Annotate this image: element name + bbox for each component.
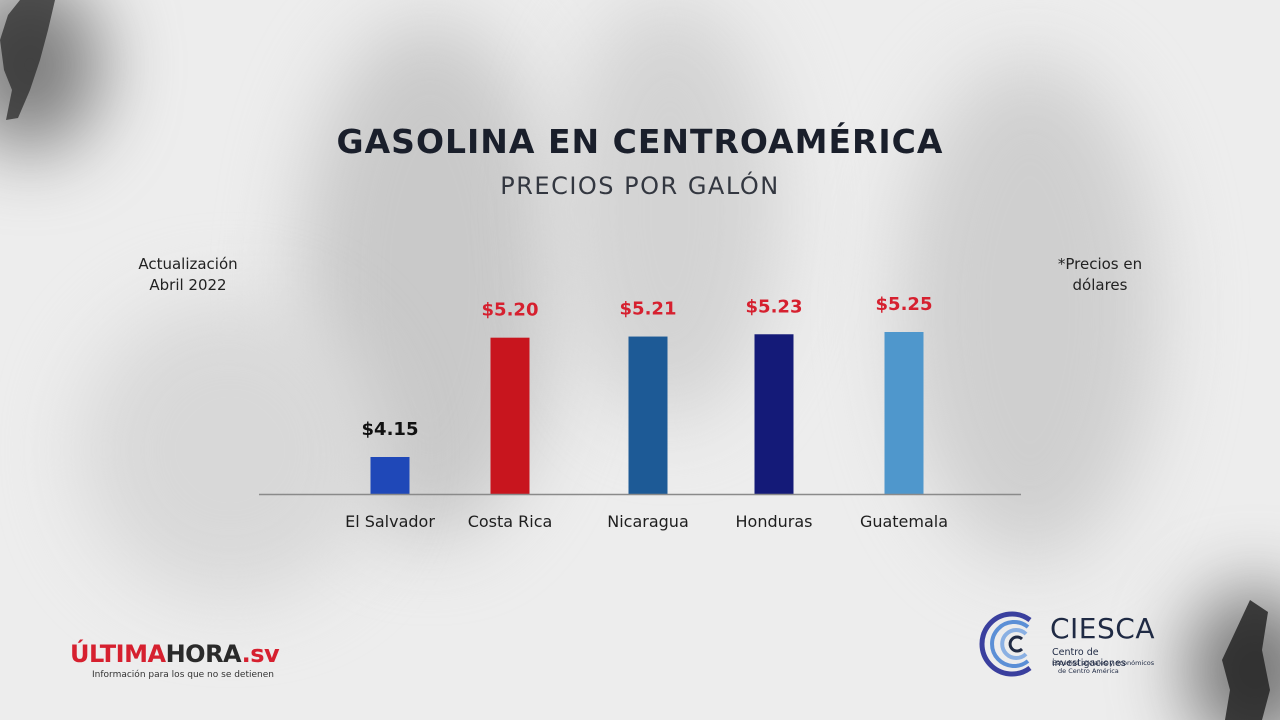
chart-title: GASOLINA EN CENTROAMÉRICA: [336, 122, 944, 161]
ultimahora-logo: ÚLTIMAHORA.sv Información para los que n…: [70, 640, 280, 680]
bar: [490, 337, 530, 494]
ciesca-logo: CIESCA Centro de investigaciones Estudio…: [978, 610, 1168, 678]
bar: [628, 336, 668, 494]
data-label: $5.21: [620, 299, 677, 320]
ultimahora-word-red: ÚLTIMA: [70, 640, 166, 668]
update-note: Actualización Abril 2022: [118, 254, 258, 296]
currency-note-line: *Precios en: [1057, 255, 1143, 273]
ciesca-line: Centro de investigaciones: [1052, 647, 1126, 669]
ciesca-swirl-icon: [979, 611, 1032, 677]
bar: [370, 457, 410, 494]
update-note-line: Actualización: [138, 255, 238, 273]
category-label: Costa Rica: [468, 512, 553, 531]
ultimahora-word-dark: HORA: [165, 640, 243, 668]
data-label: $4.15: [362, 419, 419, 440]
category-label: El Salvador: [345, 512, 435, 531]
update-note-line: Abril 2022: [149, 276, 227, 294]
ultimahora-wordmark: ÚLTIMAHORA.sv: [70, 640, 280, 668]
background-blur: [80, 300, 380, 600]
category-label: Honduras: [736, 512, 813, 531]
background-blur: [900, 60, 1160, 560]
ciesca-line: Estudios sociales y económicos: [1052, 659, 1155, 667]
category-label: Nicaragua: [607, 512, 689, 531]
person-silhouette-bottom-right: [1222, 600, 1270, 720]
ultimahora-domain: .sv: [241, 640, 280, 668]
ultimahora-tagline: Información para los que no se detienen: [92, 670, 274, 680]
bar: [754, 334, 794, 494]
currency-note: *Precios en dólares: [1030, 254, 1170, 296]
currency-note-line: dólares: [1072, 276, 1128, 294]
data-label: $5.25: [876, 294, 933, 315]
ciesca-name: CIESCA: [1050, 612, 1155, 645]
background-blur: [560, 0, 780, 420]
ciesca-line: de Centro América: [1058, 667, 1119, 675]
category-label: Guatemala: [860, 512, 948, 531]
bar: [884, 332, 924, 494]
data-label: $5.23: [746, 296, 803, 317]
person-silhouette-top-left: [0, 0, 55, 120]
data-label: $5.20: [482, 300, 539, 321]
chart-subtitle: PRECIOS POR GALÓN: [500, 172, 780, 200]
